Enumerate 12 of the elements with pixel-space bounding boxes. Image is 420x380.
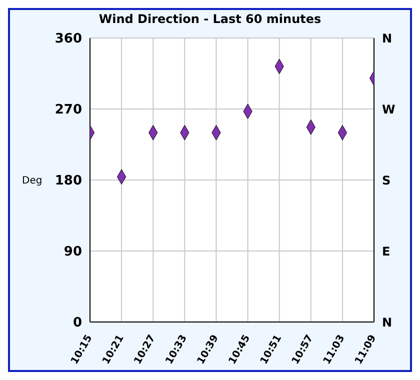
category-label: N <box>382 315 392 330</box>
y-axis-title: Deg <box>22 176 42 187</box>
y-tick-label: 180 <box>54 174 82 189</box>
category-label: N <box>382 31 392 46</box>
y-tick-label: 270 <box>54 102 82 118</box>
y-tick-label: 90 <box>64 244 82 260</box>
category-label: W <box>382 102 396 116</box>
y-tick-label: 0 <box>72 316 82 331</box>
category-label: S <box>382 173 391 188</box>
chart-title: Wind Direction - Last 60 minutes <box>98 11 322 28</box>
y-tick-label: 360 <box>54 32 82 47</box>
category-label: E <box>382 244 390 258</box>
